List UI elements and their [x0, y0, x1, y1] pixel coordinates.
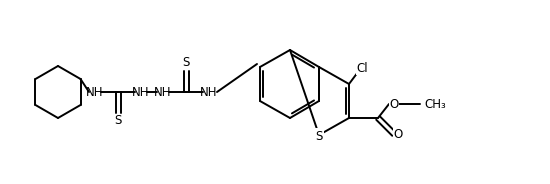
Text: NH: NH [86, 86, 104, 98]
Text: NH: NH [200, 86, 218, 98]
Text: NH: NH [154, 86, 172, 98]
Text: S: S [114, 114, 122, 128]
Text: S: S [182, 56, 190, 70]
Text: S: S [315, 130, 323, 142]
Text: S: S [315, 130, 323, 142]
Text: CH₃: CH₃ [424, 98, 446, 111]
Text: NH: NH [132, 86, 150, 98]
Text: O: O [393, 128, 403, 141]
Text: Cl: Cl [356, 61, 368, 75]
Text: O: O [389, 98, 399, 111]
